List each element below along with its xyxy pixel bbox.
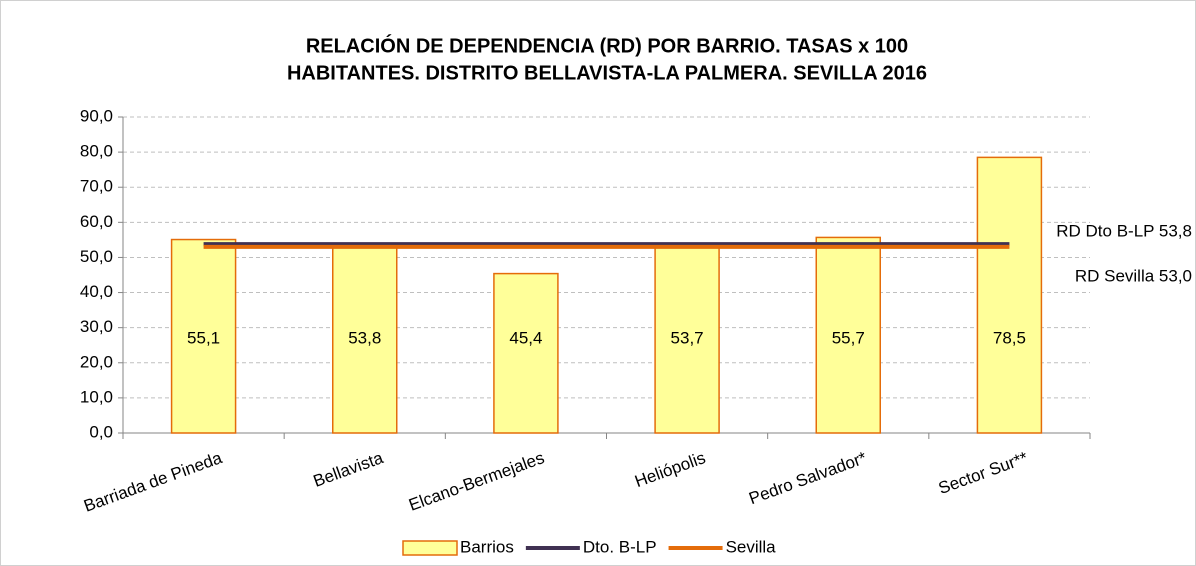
data-label: 78,5 — [993, 328, 1026, 347]
bar — [170, 238, 237, 434]
legend-label: Barrios — [460, 537, 514, 556]
y-tick-label: 90,0 — [80, 106, 113, 125]
bar — [493, 272, 559, 434]
legend-label: Sevilla — [726, 537, 777, 556]
legend-label: Dto. B-LP — [583, 537, 657, 556]
data-label: 53,7 — [671, 328, 704, 347]
annotation: RD Dto B-LP 53,8 — [1056, 221, 1192, 240]
bar — [815, 236, 881, 434]
y-tick-label: 30,0 — [80, 317, 113, 336]
data-label: 53,8 — [348, 328, 381, 347]
annotation: RD Sevilla 53,0 — [1075, 266, 1192, 285]
y-tick-label: 50,0 — [80, 247, 113, 266]
y-tick-label: 70,0 — [80, 177, 113, 196]
y-tick-label: 20,0 — [80, 352, 113, 371]
bar — [332, 243, 398, 434]
data-label: 55,7 — [832, 328, 865, 347]
data-label: 55,1 — [187, 328, 220, 347]
chart-title: RELACIÓN DE DEPENDENCIA (RD) POR BARRIO.… — [306, 33, 908, 57]
legend-swatch — [402, 540, 458, 556]
y-tick-label: 10,0 — [80, 387, 113, 406]
data-label: 45,4 — [509, 328, 542, 347]
bar — [976, 156, 1043, 434]
chart-title: HABITANTES. DISTRITO BELLAVISTA-LA PALME… — [287, 62, 927, 84]
y-tick-label: 80,0 — [80, 142, 113, 161]
y-tick-label: 40,0 — [80, 282, 113, 301]
y-tick-label: 60,0 — [80, 212, 113, 231]
y-tick-label: 0,0 — [89, 422, 113, 441]
